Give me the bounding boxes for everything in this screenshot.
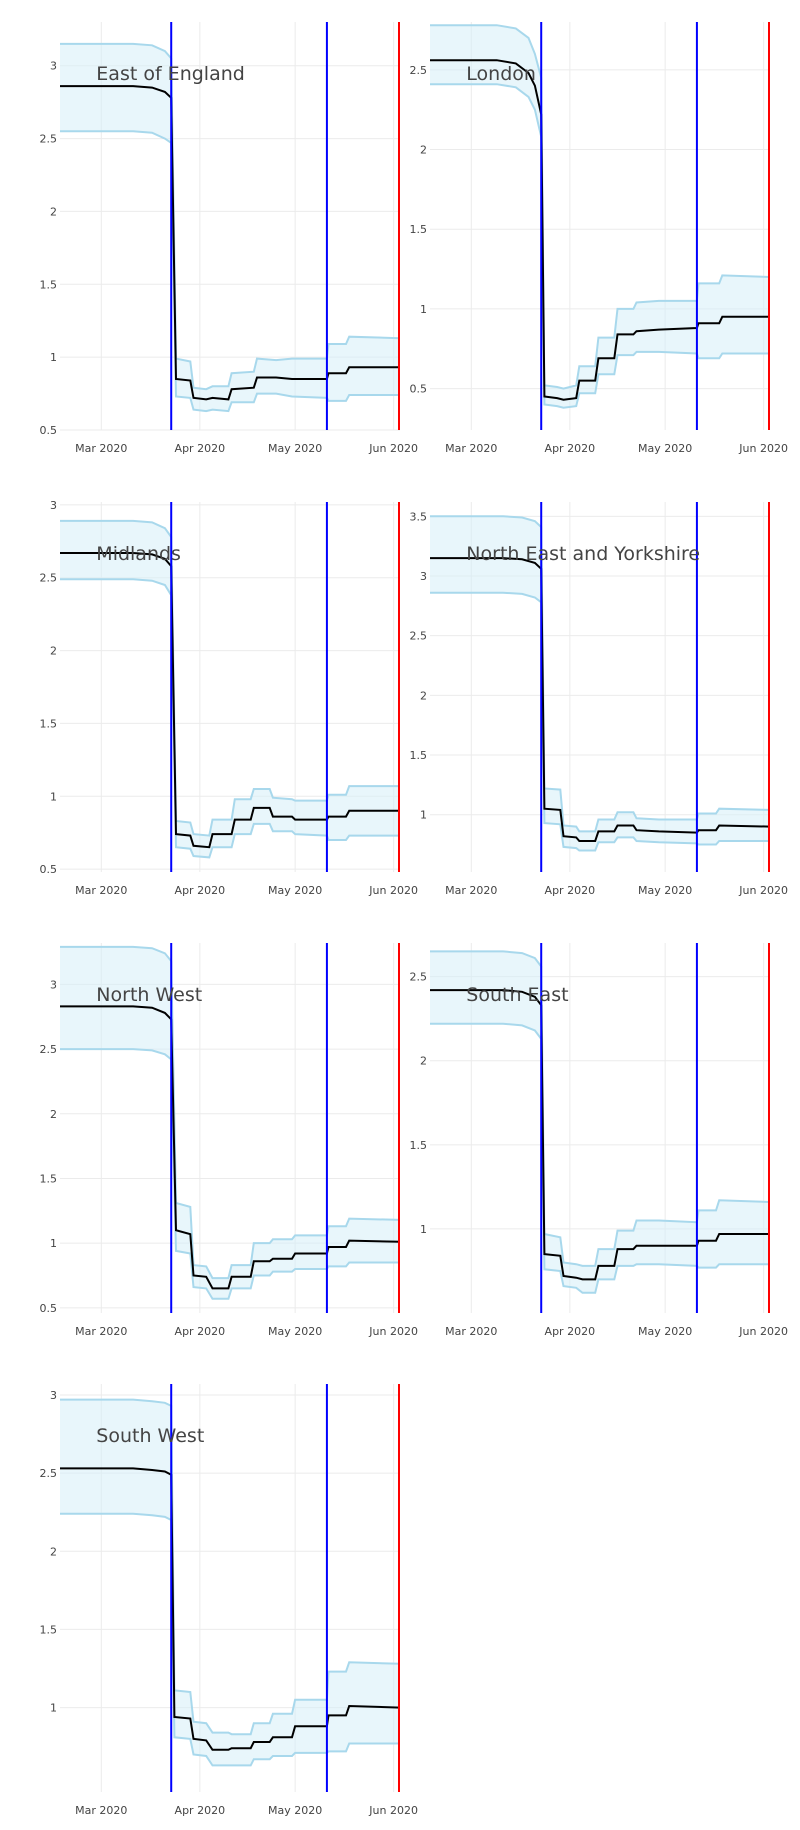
upper-bound-line [60, 42, 400, 391]
y-tick-label: 1.5 [40, 717, 58, 730]
plot-area [430, 515, 770, 852]
x-tick-label: Jun 2020 [738, 884, 788, 897]
panel-title: North West [96, 984, 202, 1006]
x-tick-label: May 2020 [638, 884, 692, 897]
plot-area [60, 1398, 400, 1767]
y-tick-label: 2.5 [40, 133, 58, 146]
y-tick-label: 2 [50, 645, 57, 658]
credible-interval-band [60, 520, 400, 858]
x-tick-label: Jun 2020 [368, 1804, 418, 1817]
chart-panel-south-east: 1 1.5 2 2.5 Mar 2020 Apr 2020 May 2020 Jun 2020… [410, 943, 788, 1338]
y-tick-label: 3 [50, 1389, 57, 1402]
y-tick-label: 1.5 [410, 1139, 428, 1152]
x-tick-label: Apr 2020 [175, 1325, 226, 1338]
x-tick-label: Apr 2020 [545, 884, 596, 897]
y-tick-label: 2.5 [40, 1467, 58, 1480]
x-tick-label: Mar 2020 [445, 442, 497, 455]
panel-title: London [466, 63, 536, 85]
x-tick-label: Jun 2020 [368, 1325, 418, 1338]
y-tick-label: 2 [50, 205, 57, 218]
y-tick-label: 2.5 [410, 971, 428, 984]
y-tick-label: 2.5 [40, 572, 58, 585]
y-tick-label: 3.5 [410, 510, 428, 523]
y-tick-label: 0.5 [40, 424, 58, 437]
x-tick-label: Mar 2020 [75, 1804, 127, 1817]
x-tick-label: Mar 2020 [75, 442, 127, 455]
y-tick-label: 3 [50, 60, 57, 73]
credible-interval-band [430, 25, 770, 408]
y-tick-label: 1.5 [410, 749, 428, 762]
y-tick-label: 1 [420, 1223, 427, 1236]
x-tick-label: Jun 2020 [368, 884, 418, 897]
chart-panel-south-west: 1 1.5 2 2.5 3 Mar 2020 Apr 2020 May 2020 Jun 202… [40, 1384, 418, 1817]
x-tick-label: Mar 2020 [445, 884, 497, 897]
y-tick-label: 1.5 [410, 223, 428, 236]
credible-interval-band [60, 946, 400, 1299]
y-tick-label: 2.5 [410, 64, 428, 77]
y-tick-label: 1.5 [40, 1623, 58, 1636]
chart-panel-london: 0.5 1 1.5 2 2.5 Mar 2020 Apr 2020 May 2020 Jun 2… [410, 22, 788, 455]
chart-panel-midlands: 0.5 1 1.5 2 2.5 3 Mar 2020 Apr 2020 May 2020 Jun … [40, 499, 418, 897]
y-tick-label: 2.5 [40, 1043, 58, 1056]
y-tick-label: 1.5 [40, 1172, 58, 1185]
chart-panel-east-of-england: 0.5 1 1.5 2 2.5 3 Mar 2020 Apr 2020 May 2020 Jun … [40, 22, 418, 455]
y-tick-label: 2 [50, 1545, 57, 1558]
x-tick-label: Jun 2020 [738, 1325, 788, 1338]
y-tick-label: 1 [50, 790, 57, 803]
panel-title: South West [96, 1425, 204, 1447]
x-tick-label: May 2020 [268, 442, 322, 455]
credible-interval-band [60, 1399, 400, 1766]
panel-title: Midlands [96, 543, 181, 565]
y-tick-label: 3 [50, 978, 57, 991]
y-tick-label: 1 [50, 1237, 57, 1250]
x-tick-label: May 2020 [268, 884, 322, 897]
y-tick-label: 2 [420, 1055, 427, 1068]
x-tick-label: Mar 2020 [75, 884, 127, 897]
lower-bound-line [60, 130, 400, 413]
x-tick-label: May 2020 [268, 1325, 322, 1338]
x-tick-label: Jun 2020 [368, 442, 418, 455]
y-tick-label: 2 [420, 689, 427, 702]
credible-interval-band [60, 43, 400, 412]
y-tick-label: 0.5 [40, 1302, 58, 1315]
x-tick-label: Apr 2020 [545, 1325, 596, 1338]
x-tick-label: May 2020 [638, 1325, 692, 1338]
y-tick-label: 1.5 [40, 278, 58, 291]
median-estimate-line [60, 85, 400, 401]
x-tick-label: May 2020 [268, 1804, 322, 1817]
panel-title: East of England [96, 63, 245, 85]
x-tick-label: Apr 2020 [545, 442, 596, 455]
y-tick-label: 0.5 [40, 863, 58, 876]
y-tick-label: 3 [50, 499, 57, 512]
x-tick-label: May 2020 [638, 442, 692, 455]
x-tick-label: Apr 2020 [175, 884, 226, 897]
y-tick-label: 1 [50, 351, 57, 364]
panel-title: North East and Yorkshire [466, 543, 700, 565]
y-tick-label: 2.5 [410, 630, 428, 643]
y-tick-label: 2 [50, 1108, 57, 1121]
y-tick-label: 1 [50, 1702, 57, 1715]
chart-panel-north-west: 0.5 1 1.5 2 2.5 3 Mar 2020 Apr 2020 May 2020 Jun … [40, 943, 418, 1338]
y-tick-label: 3 [420, 570, 427, 583]
x-tick-label: Apr 2020 [175, 1804, 226, 1817]
credible-interval-band [430, 951, 770, 1293]
y-tick-label: 1 [420, 809, 427, 822]
y-tick-label: 2 [420, 144, 427, 157]
x-tick-label: Mar 2020 [75, 1325, 127, 1338]
panel-title: South East [466, 984, 568, 1006]
x-tick-label: Mar 2020 [445, 1325, 497, 1338]
x-tick-label: Jun 2020 [738, 442, 788, 455]
plot-area [60, 519, 400, 859]
chart-panel-north-east-and-yorkshire: 1 1.5 2 2.5 3 3.5 Mar 2020 Apr 2020 May 2020 Jun … [410, 502, 788, 897]
median-estimate-line [430, 989, 770, 1281]
credible-interval-band [430, 516, 770, 851]
y-tick-label: 1 [420, 303, 427, 316]
median-estimate-line [430, 557, 770, 842]
x-tick-label: Apr 2020 [175, 442, 226, 455]
y-tick-label: 0.5 [410, 383, 428, 396]
plot-area [60, 42, 400, 413]
